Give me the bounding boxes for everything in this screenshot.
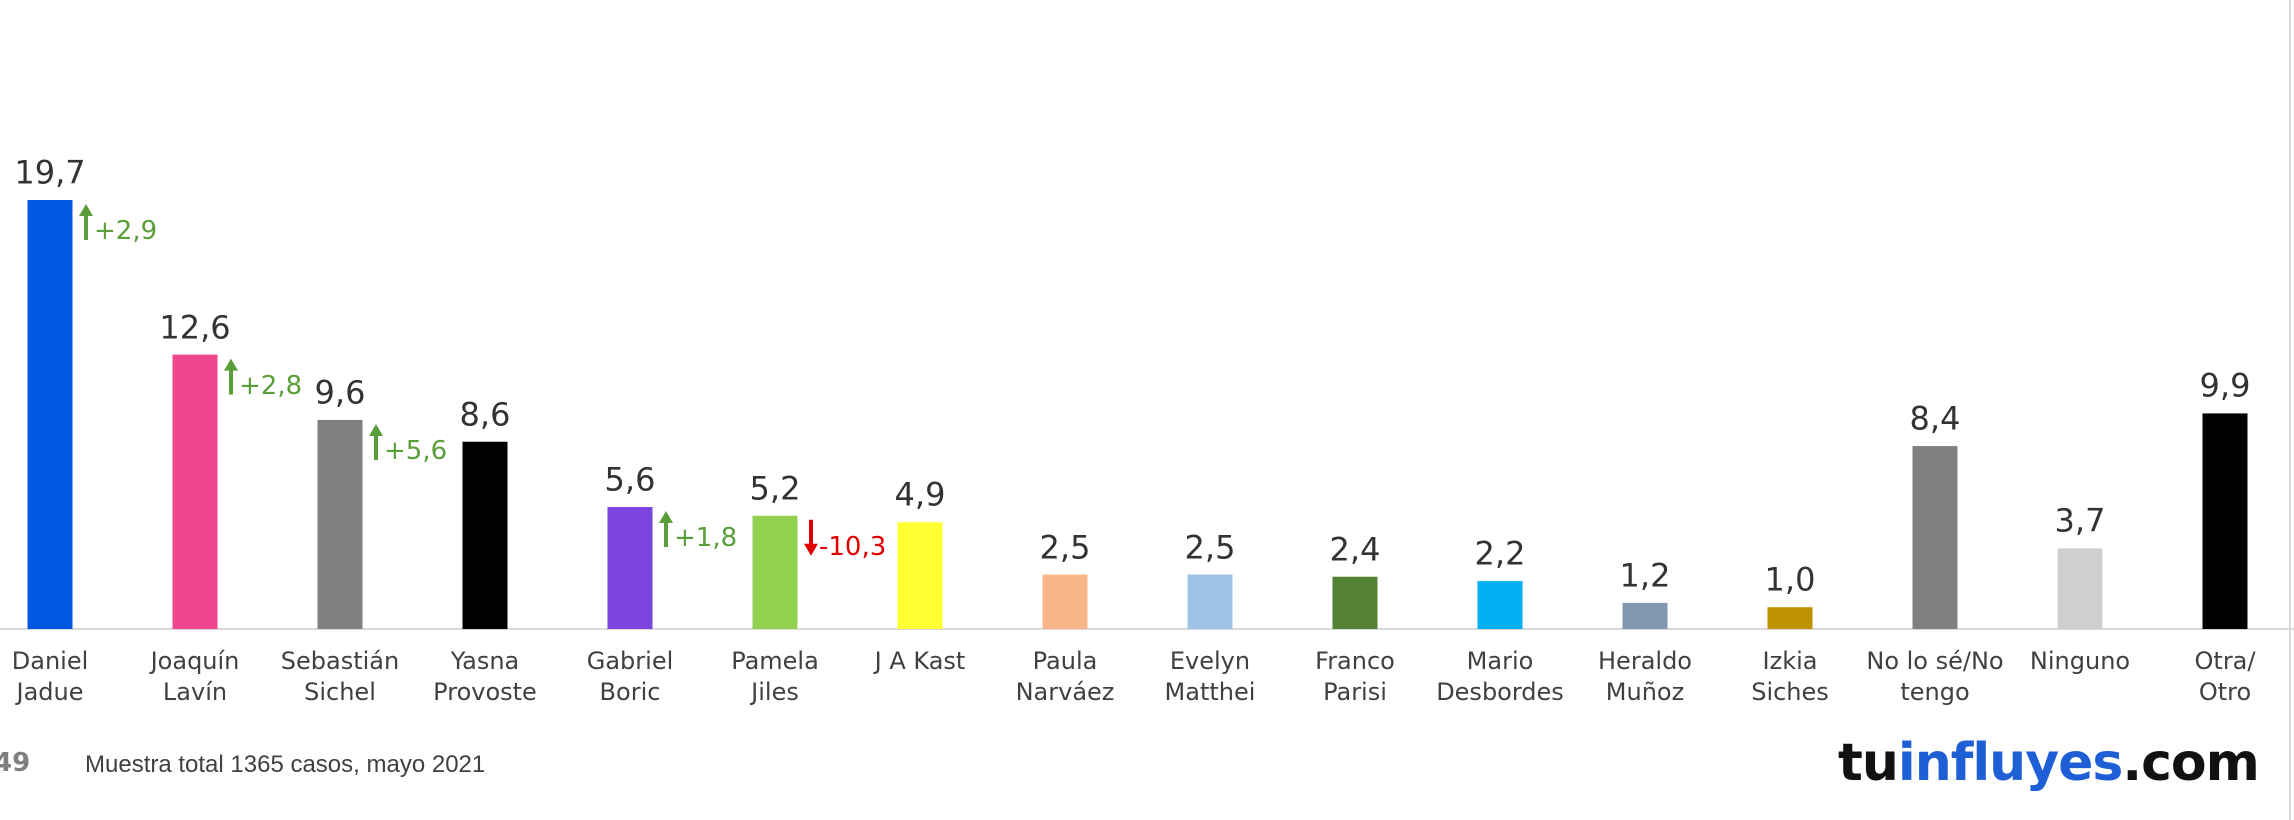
page-number: 49 bbox=[0, 748, 31, 778]
x-tick-label: Heraldo Muñoz bbox=[1598, 647, 1692, 707]
value-label: 2,2 bbox=[1474, 534, 1526, 573]
arrow-head bbox=[369, 423, 383, 436]
x-tick-label: No lo sé/No tengo bbox=[1866, 647, 2004, 707]
value-label: 2,4 bbox=[1329, 530, 1381, 569]
value-label: 5,2 bbox=[749, 469, 801, 508]
value-label: 12,6 bbox=[159, 308, 231, 347]
x-tick-label: Sebastián Sichel bbox=[280, 647, 400, 707]
value-label: 3,7 bbox=[2054, 501, 2106, 540]
x-tick-label: Ninguno bbox=[2029, 647, 2131, 675]
bar bbox=[1767, 607, 1813, 629]
change-arrow bbox=[369, 423, 383, 460]
bar bbox=[1477, 581, 1523, 629]
x-tick-label: Evelyn Matthei bbox=[1164, 647, 1256, 707]
x-tick-label: Joaquín Lavín bbox=[150, 647, 240, 707]
value-label: 9,9 bbox=[2199, 366, 2251, 405]
bar bbox=[462, 441, 508, 629]
bar bbox=[2202, 413, 2248, 629]
bar bbox=[752, 515, 798, 629]
change-arrow bbox=[659, 511, 673, 548]
x-tick-label: Daniel Jadue bbox=[11, 647, 89, 707]
value-label: 2,5 bbox=[1039, 527, 1091, 566]
logo: tuinfluyes.com bbox=[1838, 732, 2260, 794]
value-label: 2,5 bbox=[1184, 527, 1236, 566]
change-arrow bbox=[804, 519, 818, 556]
value-label: 9,6 bbox=[314, 373, 366, 412]
change-label: +2,8 bbox=[239, 370, 303, 401]
value-label: 19,7 bbox=[14, 153, 86, 192]
bar bbox=[897, 522, 943, 629]
x-tick-label: Paula Narváez bbox=[1015, 647, 1115, 707]
value-label: 5,6 bbox=[604, 460, 656, 499]
value-label: 4,9 bbox=[894, 475, 946, 514]
bar bbox=[172, 354, 218, 629]
change-arrow bbox=[224, 358, 238, 395]
x-tick-label: Yasna Provoste bbox=[433, 647, 537, 707]
value-label: 1,0 bbox=[1764, 560, 1816, 599]
value-label: 1,2 bbox=[1619, 556, 1671, 595]
x-tick-label: Otra/ Otro bbox=[2194, 647, 2256, 707]
change-label: +1,8 bbox=[674, 523, 738, 554]
bar bbox=[607, 507, 653, 629]
x-tick-label: Pamela Jiles bbox=[731, 647, 819, 707]
x-tick-label: Izkia Siches bbox=[1751, 647, 1829, 707]
x-tick-label: Franco Parisi bbox=[1315, 647, 1395, 707]
arrow-head bbox=[659, 511, 673, 524]
bar bbox=[2057, 548, 2103, 629]
logo-part: tu bbox=[1838, 733, 1899, 793]
bar bbox=[1912, 446, 1958, 629]
change-label: +5,6 bbox=[384, 436, 448, 467]
value-label: 8,6 bbox=[459, 395, 511, 434]
x-tick-label: Mario Desbordes bbox=[1436, 647, 1564, 707]
bar bbox=[1042, 574, 1088, 629]
value-label: 8,4 bbox=[1909, 399, 1961, 438]
bar bbox=[1187, 574, 1233, 629]
change-label: -10,3 bbox=[819, 531, 887, 562]
bar bbox=[317, 419, 363, 629]
bar bbox=[1332, 576, 1378, 629]
logo-part: influyes bbox=[1897, 733, 2123, 793]
arrow-head bbox=[804, 543, 818, 556]
change-arrow bbox=[79, 204, 93, 240]
arrow-head bbox=[224, 358, 238, 371]
x-tick-label: Gabriel Boric bbox=[586, 647, 674, 707]
footer-note: Muestra total 1365 casos, mayo 2021 bbox=[85, 751, 486, 778]
bar bbox=[27, 200, 73, 629]
arrow-head bbox=[79, 204, 93, 216]
logo-part: .com bbox=[2122, 733, 2259, 793]
change-label: +2,9 bbox=[94, 216, 158, 247]
x-tick-label: J A Kast bbox=[874, 647, 966, 675]
bar bbox=[1622, 602, 1668, 629]
